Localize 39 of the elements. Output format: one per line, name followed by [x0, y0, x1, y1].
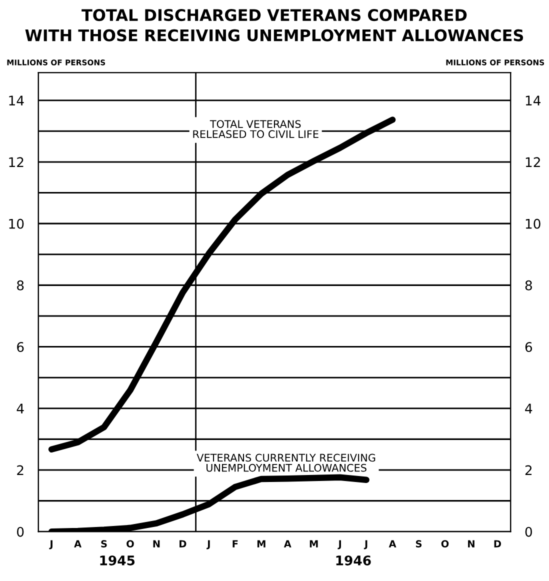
- y2-tick-label: 14: [526, 96, 541, 106]
- x-tick-label: F: [232, 540, 238, 548]
- y2-tick-label: 12: [526, 157, 540, 167]
- y2-tick-label: 10: [526, 218, 540, 229]
- y-tick-label: 14: [9, 96, 24, 106]
- x-tick-label: J: [364, 540, 368, 550]
- y-tick-label: 2: [17, 465, 24, 476]
- x-tick-label: J: [206, 540, 210, 550]
- x-tick-label: A: [388, 540, 396, 548]
- y-tick-label: 0: [17, 526, 24, 537]
- x-tick-label: M: [257, 540, 266, 548]
- y2-tick-label: 6: [525, 342, 532, 352]
- annotation: VETERANS CURRENTLY RECEIVING UNEMPLOYMENT ALLOWANCES: [196, 454, 376, 472]
- x-tick-label: J: [49, 540, 52, 550]
- x-tick-label: O: [126, 540, 134, 548]
- x-tick-label: S: [416, 540, 422, 548]
- x-tick-label: A: [74, 540, 82, 548]
- y-tick-label: 4: [16, 404, 24, 414]
- annotation: TOTAL VETERANS RELEASED TO CIVIL LIFE: [193, 120, 318, 138]
- x-tick-label: J: [338, 540, 341, 550]
- x-tick-label: O: [441, 540, 449, 548]
- x-tick-label: A: [284, 540, 292, 548]
- x-tick-label: S: [101, 540, 107, 548]
- y-tick-label: 8: [17, 280, 24, 290]
- x-tick-label: N: [153, 540, 160, 548]
- y-tick-label: 6: [17, 342, 24, 352]
- x-tick-label: N: [468, 540, 474, 548]
- text: 1945: [100, 555, 135, 566]
- chart-title: TOTAL DISCHARGED VETERANS COMPARED WITH THOSE RECEIVING UNEMPLOYMENT ALLOWANCES: [25, 8, 524, 42]
- y2-tick-label: 2: [525, 465, 532, 476]
- y-tick-label: 10: [9, 218, 24, 229]
- text: 1946: [336, 555, 371, 566]
- y2-tick-label: 8: [525, 280, 532, 290]
- y2-tick-label: 4: [525, 404, 532, 414]
- y-tick-label: 12: [9, 157, 24, 167]
- x-tick-label: D: [494, 540, 501, 548]
- y2-tick-label: 0: [525, 526, 532, 537]
- x-tick-label: M: [310, 540, 318, 548]
- x-tick-label: D: [180, 540, 186, 548]
